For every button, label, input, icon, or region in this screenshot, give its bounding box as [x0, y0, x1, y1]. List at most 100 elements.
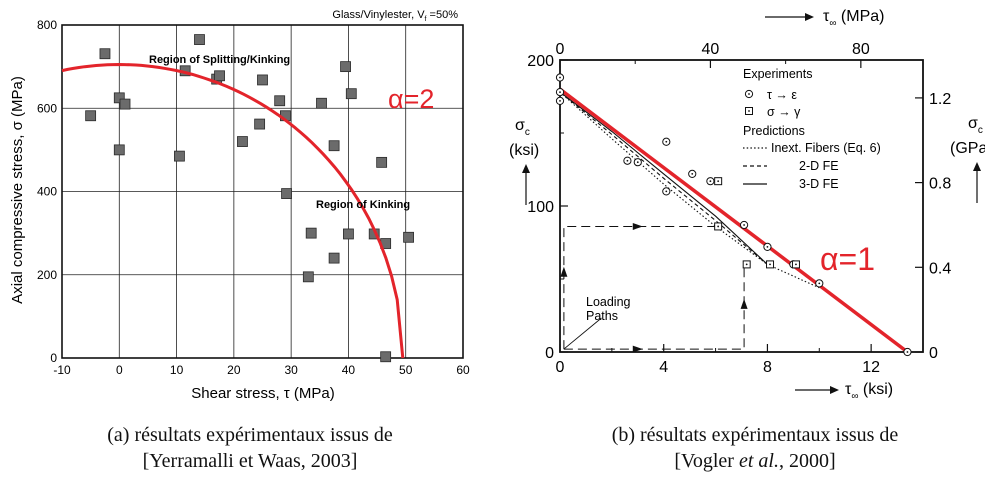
chart-b-right-tick-label: 1.2	[929, 91, 951, 108]
legend-pred2: 2-D FE	[799, 159, 839, 173]
legend-pred3: 3-D FE	[799, 177, 839, 191]
right-axis-label: σc	[968, 115, 983, 136]
chart-a-criterion-curve	[61, 62, 405, 359]
bottom-axis-arrow-head	[830, 386, 839, 394]
region-label-splitting: Region of Splitting/Kinking	[149, 54, 290, 66]
chart-b-right-tick-label: 0.8	[929, 176, 951, 193]
experiment-point-center	[745, 263, 748, 266]
right-axis-arrow-head	[973, 162, 981, 171]
caption-b-line2: [Vogler et al., 2000]	[520, 448, 990, 474]
chart-a-ytick-label: 400	[37, 185, 57, 199]
caption-a: (a) résultats expérimentaux issus de [Ye…	[20, 422, 480, 474]
chart-b-xtick-label: 4	[659, 359, 668, 376]
legend: Experiments τ → ε σ → γ Predictions Inex…	[743, 67, 881, 191]
data-point	[214, 70, 225, 82]
legend-experiments-title: Experiments	[743, 67, 812, 81]
chart-a-annotation: Glass/Vinylester, Vf =50%	[332, 9, 458, 23]
loading-path-arrow	[632, 222, 643, 230]
caption-b: (b) résultats expérimentaux issus de [Vo…	[520, 422, 990, 474]
chart-a-ytick-label: 600	[37, 101, 57, 115]
experiment-point-center	[906, 351, 909, 353]
data-point	[281, 188, 292, 199]
experiment-point-center	[717, 180, 720, 183]
chart-b-ytick-label: 200	[527, 53, 554, 70]
chart-a-xtick-label: 20	[227, 363, 241, 377]
experiment-point-center	[626, 159, 629, 162]
chart-b-ytick-label: 100	[527, 199, 554, 216]
chart-a-xlabel: Shear stress, τ (MPa)	[191, 385, 334, 402]
experiment-point-center	[665, 140, 668, 143]
chart-b-right-tick-label: 0.4	[929, 260, 951, 277]
chart-a-xtick-label: 0	[116, 363, 123, 377]
chart-b-prediction-lines	[559, 91, 820, 289]
chart-b-top-tick-label: 0	[556, 41, 565, 58]
legend-exp1: τ → ε	[767, 88, 797, 102]
left-axis-label: σc	[515, 117, 530, 138]
caption-b-line1: (b) résultats expérimentaux issus de	[611, 424, 899, 446]
prediction-line-dashed	[559, 91, 768, 265]
experiment-point-center	[559, 76, 561, 79]
caption-b-pre: [Vogler	[674, 450, 739, 472]
data-point	[380, 351, 392, 363]
region-label-kinking: Region of Kinking	[316, 199, 410, 211]
loading-path-shear-first	[563, 264, 745, 350]
legend-square-dot-marker	[745, 107, 753, 115]
data-point	[376, 156, 388, 168]
chart-b-points	[555, 73, 912, 357]
chart-b-xtick-label: 12	[862, 359, 880, 376]
chart-b-right-tick-label: 0	[929, 345, 938, 362]
chart-b-xtick-label: 8	[763, 359, 772, 376]
chart-a-frame	[61, 24, 464, 359]
chart-a-xtick-label: 10	[170, 363, 184, 377]
data-point	[113, 144, 125, 156]
experiment-point-center	[766, 245, 769, 248]
loading-path-arrow	[740, 298, 748, 309]
chart-a-ytick-label: 200	[37, 268, 57, 282]
chart-a-xtick-label: 40	[342, 363, 356, 377]
bottom-axis-label: τ∞ (ksi)	[845, 381, 893, 402]
left-axis-unit: (ksi)	[509, 142, 539, 159]
data-point	[254, 118, 266, 130]
prediction-line-solid	[559, 91, 768, 265]
chart-b-top-tick-label: 80	[852, 41, 870, 58]
chart-a-grid	[62, 25, 463, 358]
legend-circle-dot-center	[748, 93, 750, 95]
experiment-point-center	[717, 225, 720, 228]
top-axis-label: τ∞ (MPa)	[823, 8, 884, 29]
top-axis-arrow-head	[805, 13, 814, 21]
data-point	[305, 227, 317, 239]
chart-a-xtick-label: 30	[284, 363, 298, 377]
caption-b-italic: et al.	[738, 450, 779, 472]
loading-path-arrow	[632, 345, 643, 353]
data-point	[257, 74, 268, 86]
chart-a-xtick-label: -10	[53, 363, 71, 377]
chart-b-criterion-line	[558, 87, 909, 354]
experiment-point-center	[559, 91, 561, 94]
loading-label-1: Loading	[586, 295, 631, 309]
experiment-point-center	[769, 263, 771, 266]
chart-a-ytick-label: 0	[50, 351, 57, 365]
data-point	[345, 88, 357, 100]
data-point	[302, 271, 314, 283]
legend-predictions-title: Predictions	[743, 124, 805, 138]
loading-label-2: Paths	[586, 309, 618, 323]
data-point	[119, 98, 131, 110]
data-point	[340, 61, 351, 73]
data-point	[343, 228, 354, 240]
experiment-point-center	[691, 172, 694, 175]
loading-label-leader	[563, 317, 602, 350]
loading-paths	[560, 222, 748, 353]
experiment-point-center	[709, 180, 712, 183]
caption-a-line2: [Yerramalli et Waas, 2003]	[142, 450, 358, 472]
chart-a-ytick-label: 800	[37, 18, 57, 32]
criterion-label-alpha-2: α=2	[388, 84, 434, 114]
experiment-point-center	[559, 99, 561, 102]
chart-a-xtick-label: 50	[399, 363, 413, 377]
data-point	[403, 231, 414, 243]
chart-b-top-tick-label: 40	[702, 41, 720, 58]
legend-square-dot-center	[748, 110, 750, 112]
data-point	[328, 252, 340, 264]
caption-b-post: , 2000]	[778, 450, 836, 472]
